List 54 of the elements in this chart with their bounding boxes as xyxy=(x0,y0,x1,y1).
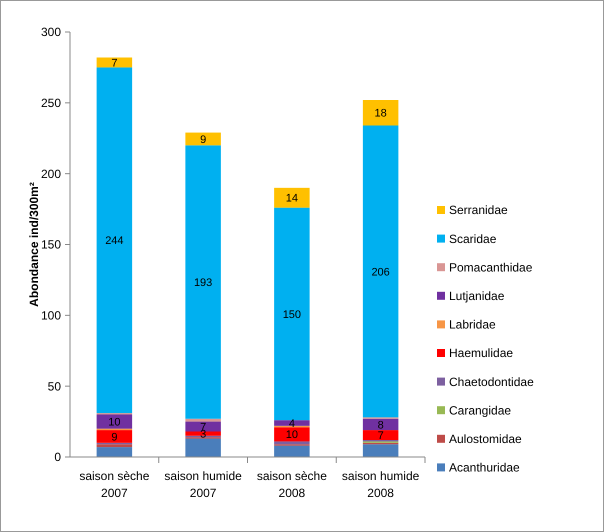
legend-label: Serranidae xyxy=(449,203,508,218)
legend-label: Scaridae xyxy=(449,232,497,246)
data-label: 7 xyxy=(111,57,118,70)
bar xyxy=(96,67,132,414)
legend-label: Pomacanthidae xyxy=(449,260,533,274)
bar xyxy=(185,132,221,146)
bar xyxy=(185,438,221,457)
bar xyxy=(362,100,398,126)
bar xyxy=(274,188,310,208)
y-tick-label: 200 xyxy=(40,166,62,181)
bar xyxy=(96,447,132,457)
bar xyxy=(96,414,132,429)
data-label: 7 xyxy=(378,430,384,442)
y-tick-label: 150 xyxy=(40,238,62,252)
y-tick-label: 50 xyxy=(48,379,62,394)
legend-label: Haemulidae xyxy=(449,346,514,360)
legend-label: Carangidae xyxy=(449,403,512,418)
data-label: 193 xyxy=(194,276,212,289)
y-axis-title: Abondance ind/300m² xyxy=(27,182,41,307)
x-tick-label: saison sèche 2007 xyxy=(79,469,150,500)
x-tick-label: saison sèche 2008 xyxy=(256,469,328,500)
legend-label: Lutjanidae xyxy=(449,289,505,303)
bar xyxy=(185,422,221,432)
legend-label: Chaetodontidae xyxy=(449,374,534,389)
bar xyxy=(362,430,398,440)
data-label: 244 xyxy=(105,235,124,248)
x-tick-label: saison humide 2008 xyxy=(342,469,420,500)
bar xyxy=(274,441,310,444)
bar xyxy=(274,208,310,420)
bar xyxy=(362,126,398,418)
bar xyxy=(185,432,221,436)
data-label: 150 xyxy=(282,308,302,321)
y-tick-label: 250 xyxy=(40,96,62,110)
data-label: 8 xyxy=(378,419,384,432)
data-label: 9 xyxy=(200,134,206,146)
bar xyxy=(362,444,398,457)
data-label: 18 xyxy=(374,108,387,120)
data-label: 10 xyxy=(286,429,298,442)
bar xyxy=(185,145,221,419)
bar xyxy=(274,427,310,442)
bar xyxy=(96,58,132,68)
legend-label: Acanthuridae xyxy=(449,460,520,475)
x-tick-label: saison humide 2007 xyxy=(164,469,242,500)
bar xyxy=(96,430,132,443)
legend-label: Aulostomidae xyxy=(449,432,522,446)
data-label: 14 xyxy=(286,192,298,205)
legend-label: Labridae xyxy=(449,318,496,332)
data-label: 10 xyxy=(108,416,120,428)
data-label: 9 xyxy=(111,431,118,444)
y-tick-label: 0 xyxy=(54,450,62,464)
y-tick-label: 100 xyxy=(40,308,62,323)
y-tick-label: 300 xyxy=(40,25,62,40)
bar xyxy=(274,446,310,457)
data-label: 206 xyxy=(371,266,390,278)
